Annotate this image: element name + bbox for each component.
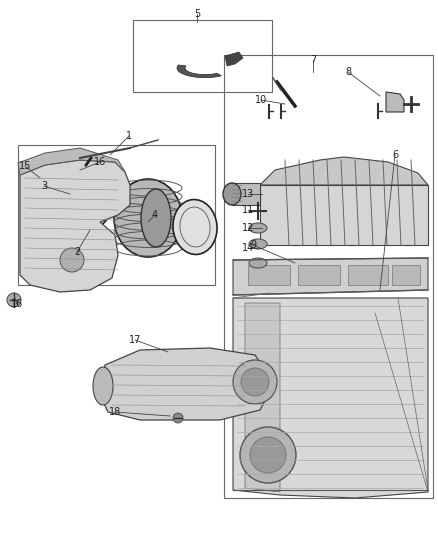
Circle shape (60, 248, 84, 272)
Text: 8: 8 (345, 67, 351, 77)
Text: 2: 2 (74, 247, 80, 257)
Polygon shape (20, 160, 130, 292)
Text: 18: 18 (109, 407, 121, 417)
Text: 17: 17 (129, 335, 141, 345)
Ellipse shape (141, 189, 171, 247)
Polygon shape (233, 258, 428, 295)
Polygon shape (386, 92, 404, 112)
Text: 7: 7 (310, 55, 316, 65)
Text: 16: 16 (11, 299, 23, 309)
Ellipse shape (249, 239, 267, 249)
Ellipse shape (249, 258, 267, 268)
Polygon shape (233, 298, 428, 498)
Polygon shape (177, 65, 222, 78)
Ellipse shape (249, 223, 267, 233)
Text: 9: 9 (250, 240, 256, 250)
Circle shape (240, 427, 296, 483)
Ellipse shape (62, 166, 114, 230)
Text: 10: 10 (255, 95, 267, 105)
Polygon shape (232, 183, 260, 205)
Text: 14: 14 (242, 243, 254, 253)
Polygon shape (260, 185, 428, 245)
Bar (392, 265, 420, 285)
Ellipse shape (69, 173, 107, 223)
Polygon shape (100, 348, 268, 420)
Ellipse shape (223, 183, 241, 205)
Text: 5: 5 (194, 9, 200, 19)
Circle shape (7, 293, 21, 307)
Bar (348, 265, 388, 285)
Text: 16: 16 (94, 157, 106, 167)
Text: 12: 12 (242, 223, 254, 233)
Circle shape (241, 368, 269, 396)
Ellipse shape (93, 367, 113, 405)
Polygon shape (245, 303, 280, 492)
Circle shape (250, 437, 286, 473)
Text: 6: 6 (392, 150, 398, 160)
Text: 1: 1 (126, 131, 132, 141)
Text: 15: 15 (19, 161, 31, 171)
Text: 3: 3 (41, 181, 47, 191)
Polygon shape (18, 148, 125, 175)
Ellipse shape (173, 199, 217, 254)
Bar (298, 265, 340, 285)
Polygon shape (225, 52, 243, 66)
Bar (248, 265, 290, 285)
Text: 11: 11 (242, 205, 254, 215)
Ellipse shape (114, 179, 182, 257)
Text: 13: 13 (242, 189, 254, 199)
Text: 4: 4 (152, 210, 158, 220)
Circle shape (173, 413, 183, 423)
Circle shape (233, 360, 277, 404)
Polygon shape (260, 157, 428, 185)
